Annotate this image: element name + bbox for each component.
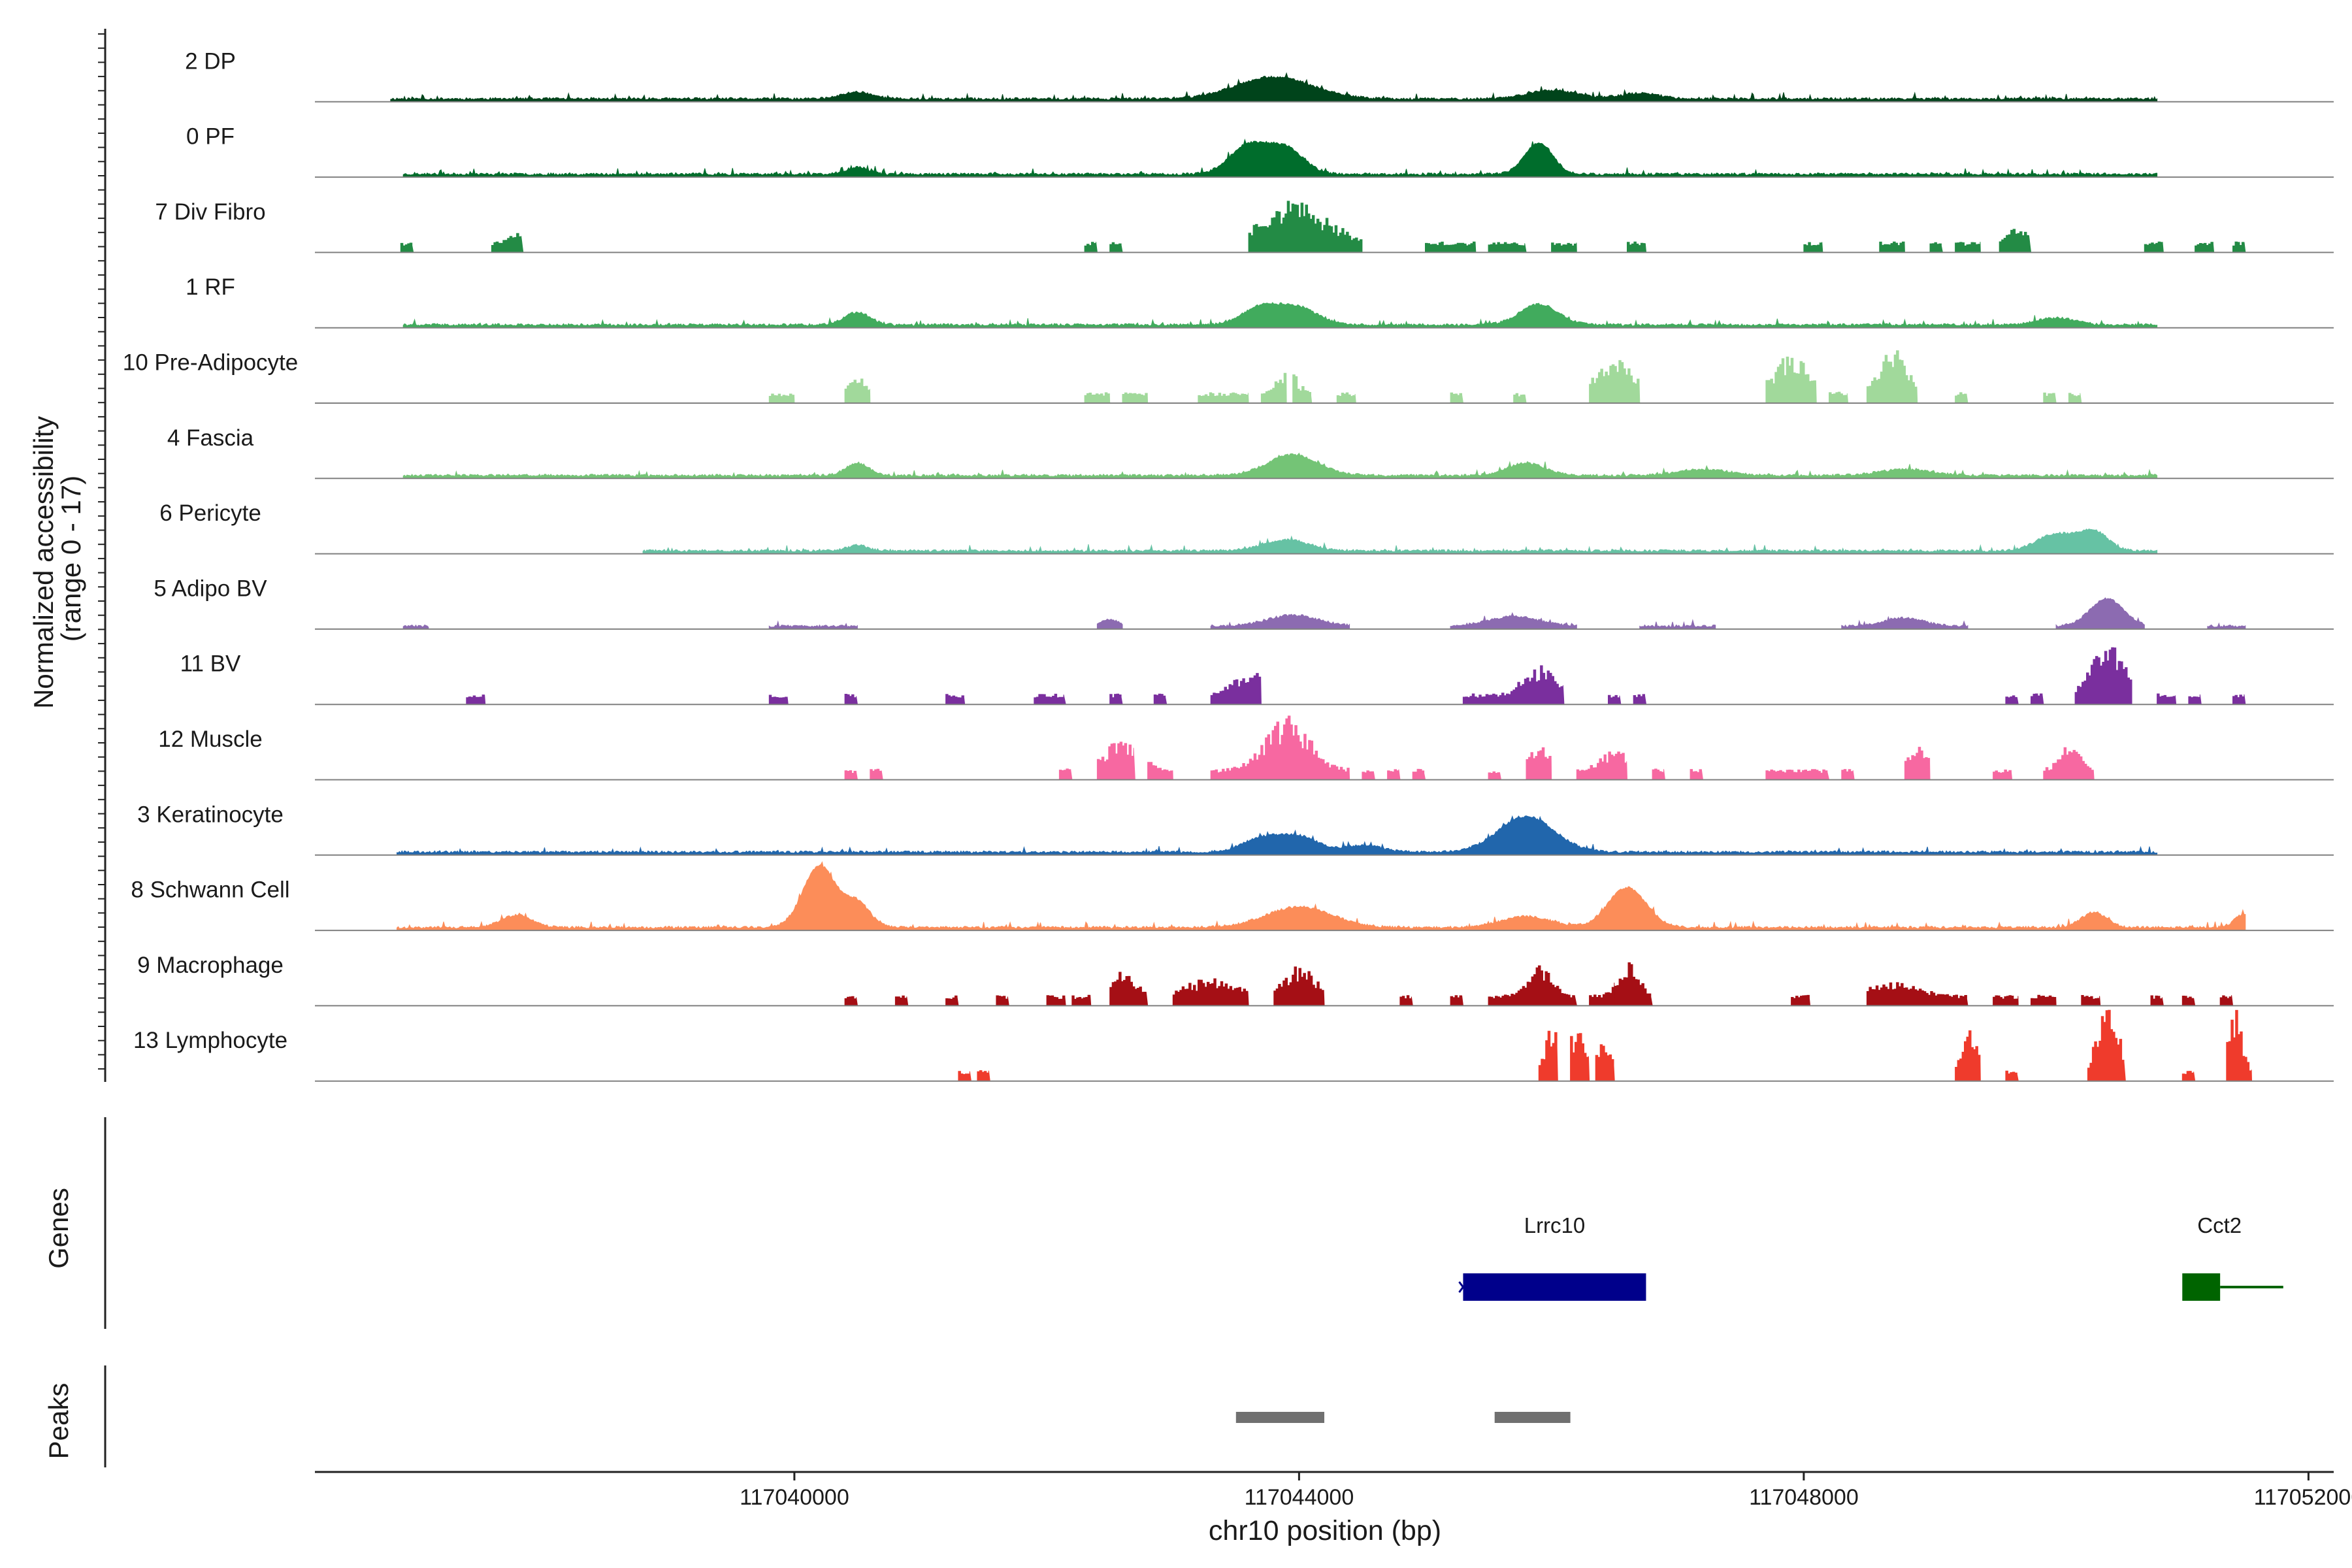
- x-tick-label: 117052000: [2254, 1485, 2352, 1510]
- x-tick-label: 117048000: [1749, 1485, 1859, 1510]
- gene-label: Cct2: [2197, 1213, 2242, 1237]
- track-area: [466, 647, 2246, 705]
- track-label: 10 Pre-Adipocyte: [123, 350, 298, 376]
- track-label: 0 PF: [186, 124, 235, 150]
- track-6-pericyte: 6 Pericyte: [159, 500, 2334, 555]
- track-8-schwann-cell: 8 Schwann Cell: [131, 861, 2334, 932]
- x-tick-label: 117044000: [1245, 1485, 1354, 1510]
- peak-bar: [1494, 1412, 1571, 1423]
- track-area: [400, 201, 2246, 253]
- track-label: 6 Pericyte: [159, 500, 261, 526]
- track-label: 9 Macrophage: [137, 953, 284, 978]
- track-label: 3 Keratinocyte: [137, 802, 284, 827]
- track-4-fascia: 4 Fascia: [167, 425, 2334, 480]
- x-axis: 117040000 117044000 117048000 117052000: [315, 1471, 2352, 1510]
- genes-panel: Lrrc10 Cct2: [104, 1117, 2283, 1329]
- track-area: [402, 139, 2158, 178]
- track-3-keratinocyte: 3 Keratinocyte: [137, 802, 2334, 856]
- track-area: [402, 597, 2246, 629]
- track-0-pf: 0 PF: [186, 124, 2334, 178]
- track-area: [397, 815, 2158, 855]
- track-label: 4 Fascia: [167, 425, 254, 451]
- track-area: [844, 962, 2234, 1006]
- track-area: [397, 861, 2246, 931]
- track-area: [402, 302, 2158, 328]
- tracks-layer: 2 DP 0 PF 7 Div Fibro 1 RF 10 Pre-Adipocyte 4…: [98, 29, 2334, 1082]
- y-axis-label-line1: Normalized accessibility: [28, 416, 59, 709]
- gene-cct2: Cct2: [2182, 1213, 2283, 1301]
- x-axis-title: chr10 position (bp): [1209, 1515, 1441, 1546]
- track-11-bv: 11 BV: [180, 647, 2334, 706]
- track-area: [844, 715, 2095, 780]
- track-area: [958, 1009, 2253, 1081]
- y-axis-label-line2: (range 0 - 17): [56, 476, 86, 642]
- peaks-panel-label: Peaks: [43, 1383, 74, 1460]
- track-label: 12 Muscle: [158, 727, 263, 752]
- track-label: 11 BV: [180, 651, 241, 677]
- y-axis-label: Normalized accessibility (range 0 - 17): [28, 408, 86, 709]
- track-13-lymphocyte: 13 Lymphocyte: [133, 1009, 2334, 1082]
- track-area: [642, 528, 2158, 554]
- gene-label: Lrrc10: [1524, 1213, 1586, 1237]
- track-1-rf: 1 RF: [186, 274, 2334, 329]
- peak-bar: [1235, 1412, 1324, 1423]
- track-label: 13 Lymphocyte: [133, 1028, 287, 1053]
- gene-exon: [2182, 1273, 2221, 1301]
- track-7-div-fibro: 7 Div Fibro: [155, 199, 2334, 253]
- gene-exon: [1463, 1273, 1646, 1301]
- peaks-panel: [104, 1365, 1571, 1467]
- track-area: [402, 452, 2158, 479]
- track-label: 8 Schwann Cell: [131, 877, 289, 903]
- track-12-muscle: 12 Muscle: [158, 715, 2334, 781]
- track-5-adipo-bv: 5 Adipo BV: [154, 576, 2334, 630]
- track-10-pre-adipocyte: 10 Pre-Adipocyte: [123, 350, 2334, 404]
- gene-strand-marker: [1458, 1281, 1468, 1293]
- x-tick-label: 117040000: [740, 1485, 849, 1510]
- track-label: 2 DP: [185, 48, 236, 74]
- gene-lrrc10: Lrrc10: [1458, 1213, 1646, 1301]
- track-area: [390, 72, 2158, 102]
- track-area: [768, 350, 2082, 403]
- track-label: 5 Adipo BV: [154, 576, 267, 601]
- track-2-dp: 2 DP: [185, 48, 2334, 103]
- track-9-macrophage: 9 Macrophage: [137, 953, 2334, 1007]
- track-label: 7 Div Fibro: [155, 199, 265, 225]
- genes-panel-label: Genes: [43, 1188, 74, 1269]
- track-label: 1 RF: [186, 274, 235, 300]
